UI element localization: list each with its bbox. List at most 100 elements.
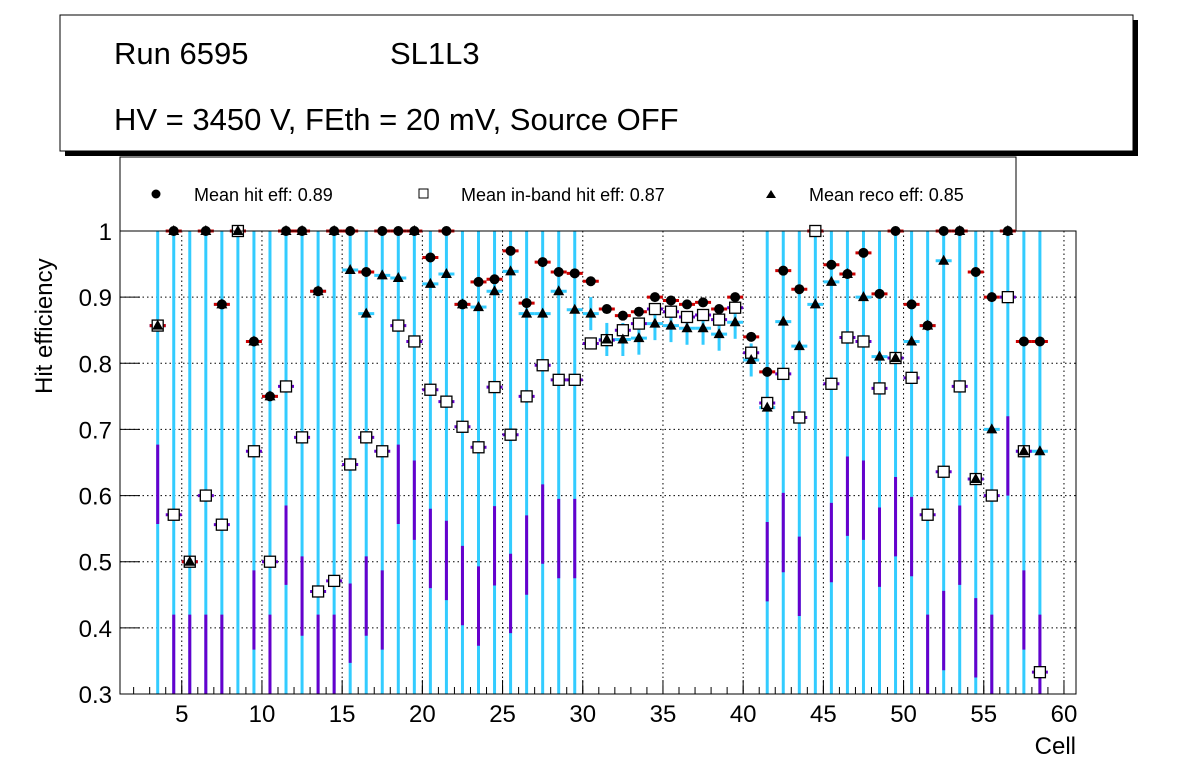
inband-point [488, 380, 501, 394]
reco-point [537, 307, 549, 318]
hit-point [730, 292, 741, 303]
reco-point [665, 319, 677, 330]
reco-point [857, 291, 869, 302]
reco-point [456, 298, 468, 309]
reco-point [809, 298, 821, 309]
inband-point [921, 508, 934, 521]
hit-point [970, 267, 981, 278]
reco-point [408, 225, 420, 235]
hit-point [826, 259, 837, 270]
hit-point [361, 267, 372, 278]
reco-point [424, 277, 436, 288]
hit-point [505, 245, 516, 256]
reco-point [152, 319, 164, 330]
reco-point [585, 307, 597, 318]
reco-point [184, 555, 196, 566]
inband-point [263, 555, 277, 568]
x-tick-label: 45 [810, 701, 837, 728]
y-tick-label: 0.4 [79, 616, 112, 643]
x-axis-label: Cell [1035, 733, 1076, 760]
inband-point [937, 465, 950, 478]
inband-point [953, 380, 966, 393]
plot-frame [119, 230, 1077, 695]
inband-point [408, 335, 421, 348]
inband-point [632, 317, 646, 330]
legend-hit: Mean hit eff: 0.89 [194, 185, 333, 205]
inband-point [680, 310, 694, 324]
inband-point [456, 420, 469, 433]
reco-point [938, 254, 950, 265]
reco-point [986, 423, 998, 434]
reco-point [825, 275, 837, 286]
reco-point [1034, 445, 1046, 456]
y-tick-label: 0.7 [79, 417, 112, 444]
reco-point [713, 328, 725, 339]
hit-point [553, 267, 564, 278]
hit-point [714, 304, 725, 315]
y-tick-label: 0.6 [79, 484, 112, 511]
reco-point [1018, 445, 1030, 456]
reco-point [633, 332, 645, 343]
reco-point [1002, 225, 1014, 235]
hit-point [778, 265, 789, 276]
reco-point [312, 285, 324, 296]
reco-point [216, 298, 228, 309]
inband-point [392, 319, 405, 332]
data-marks [149, 224, 1048, 694]
inband-point [327, 574, 341, 588]
legend-circle-marker [151, 189, 161, 199]
reco-point [168, 225, 180, 235]
hit-point [794, 284, 805, 295]
hit-point [682, 299, 693, 310]
y-axis-label: Hit efficiency [31, 258, 58, 394]
hit-point [858, 247, 869, 258]
legend-box [119, 156, 1017, 232]
reco-point [200, 225, 212, 235]
legend-square-marker [418, 188, 429, 199]
inband-point [1033, 666, 1047, 679]
hit-point [489, 274, 500, 285]
inband-point [1001, 290, 1014, 304]
reco-point [505, 265, 517, 276]
reco-point [553, 285, 565, 296]
y-tick-label: 0.9 [79, 285, 112, 312]
inband-point [215, 518, 229, 531]
inband-point [360, 431, 373, 444]
hit-point [633, 306, 644, 317]
reco-point [328, 225, 340, 235]
inband-point [552, 373, 565, 386]
legend-triangle-marker [766, 190, 776, 198]
reco-point [296, 225, 308, 235]
reco-point [601, 333, 613, 344]
inband-point [584, 337, 597, 350]
reco-point [745, 353, 757, 364]
hit-point [649, 292, 660, 303]
x-tick-label: 30 [569, 701, 596, 728]
hit-point [1034, 336, 1045, 347]
x-tick-label: 5 [175, 701, 188, 728]
inband-point [279, 380, 293, 393]
axes: 5 10 15 20 25 30 35 40 45 50 55 60 0.3 0.4 0.5 0.6 0.7 0.… [79, 219, 1078, 728]
inband-point [712, 313, 726, 326]
hit-point [537, 257, 548, 268]
legend-inband: Mean in-band hit eff: 0.87 [461, 185, 665, 205]
x-tick-label: 55 [970, 701, 997, 728]
inband-point [985, 489, 998, 502]
inband-point [199, 489, 212, 502]
grid [120, 231, 1076, 694]
hit-point [473, 276, 484, 287]
inband-point [472, 441, 485, 454]
reco-point [761, 401, 773, 412]
hit-point [585, 276, 596, 287]
hit-point [874, 288, 885, 299]
hit-point [746, 331, 757, 342]
hit-point [601, 304, 612, 315]
inband-point [648, 302, 662, 316]
layer-label: SL1L3 [390, 36, 480, 71]
x-tick-label: 10 [249, 701, 276, 728]
inband-point [440, 395, 453, 408]
x-tick-label: 25 [489, 701, 516, 728]
x-tick-label: 40 [730, 701, 757, 728]
reco-point [473, 301, 484, 312]
